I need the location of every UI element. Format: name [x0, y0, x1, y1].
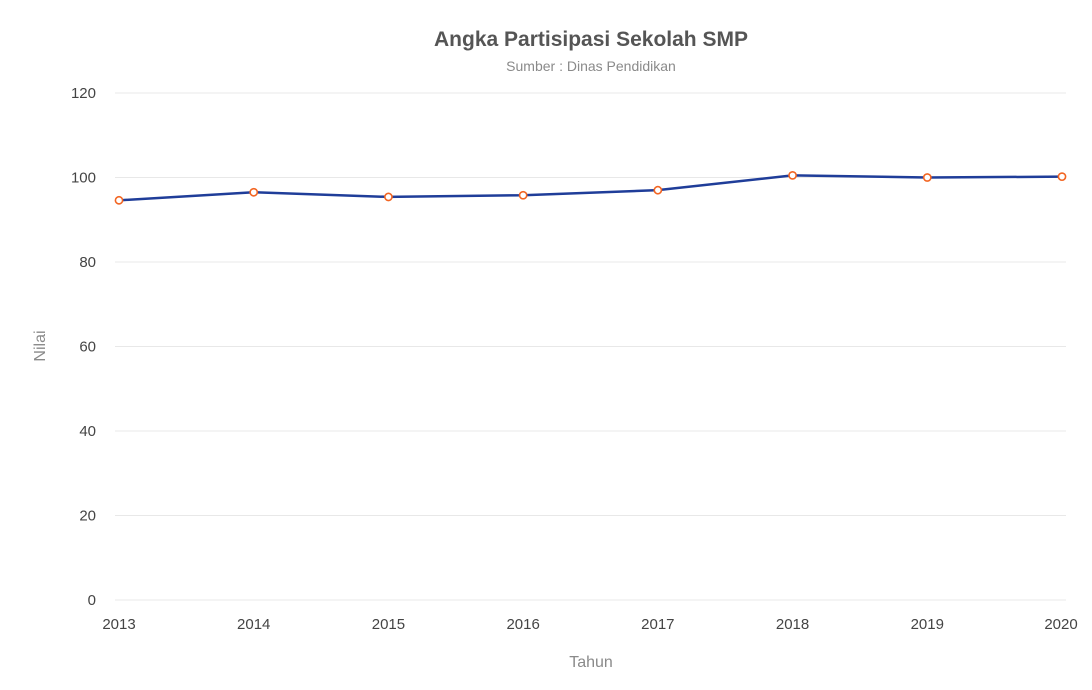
x-tick-label: 2015	[372, 616, 405, 633]
data-point	[788, 170, 797, 180]
series-line	[117, 174, 1064, 202]
x-tick-label: 2013	[102, 616, 135, 633]
chart-subtitle: Sumber : Dinas Pendidikan	[506, 58, 676, 74]
y-tick-label: 100	[71, 170, 96, 187]
data-point	[249, 187, 259, 197]
data-point	[518, 190, 528, 200]
y-tick-label: 0	[88, 592, 96, 609]
x-tick-label: 2018	[776, 616, 809, 633]
y-axis-title: Nilai	[32, 330, 49, 362]
y-tick-label: 40	[79, 423, 96, 440]
data-point	[1057, 172, 1067, 182]
y-tick-label: 80	[79, 254, 96, 271]
x-tick-label: 2016	[506, 616, 539, 633]
x-tick-label: 2020	[1044, 616, 1077, 633]
x-axis-title: Tahun	[569, 654, 613, 671]
data-point	[653, 185, 663, 195]
x-tick-label: 2014	[237, 616, 270, 633]
y-tick-label: 120	[71, 85, 96, 102]
x-tick-label: 2017	[641, 616, 674, 633]
x-tick-label: 2019	[911, 616, 944, 633]
chart-title: Angka Partisipasi Sekolah SMP	[434, 28, 748, 51]
data-point	[384, 192, 393, 202]
y-tick-label: 60	[79, 339, 96, 356]
data-point	[922, 173, 932, 182]
data-point	[114, 195, 124, 205]
y-tick-label: 20	[79, 508, 96, 525]
